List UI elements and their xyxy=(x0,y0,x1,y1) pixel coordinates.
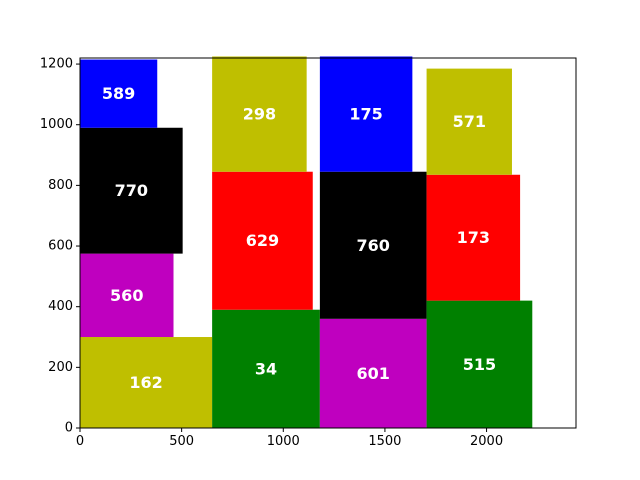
bar-label-770: 770 xyxy=(115,181,148,200)
y-tick-label: 800 xyxy=(48,178,73,193)
bar-label-571: 571 xyxy=(453,112,486,131)
bar-162 xyxy=(80,337,213,428)
y-tick-label: 1000 xyxy=(40,117,73,132)
bar-label-34: 34 xyxy=(255,359,277,378)
y-tick-label: 200 xyxy=(48,360,73,375)
bar-760 xyxy=(319,171,427,319)
bar-labels-group: 162 560 770 589 34 629 298 601 760 175 515 173 571 xyxy=(102,84,496,392)
bar-label-589: 589 xyxy=(102,84,135,103)
bar-298 xyxy=(212,56,307,172)
bar-label-601: 601 xyxy=(357,364,390,383)
bar-515 xyxy=(426,300,533,428)
y-tick-label: 600 xyxy=(48,239,73,254)
y-axis: 0 200 400 600 800 1000 1200 xyxy=(40,57,80,436)
bar-173 xyxy=(426,174,521,301)
plot-frame xyxy=(79,57,577,429)
bar-601 xyxy=(319,318,427,428)
bar-175 xyxy=(319,56,413,172)
bar-571 xyxy=(426,68,512,175)
x-tick-label: 1500 xyxy=(368,434,401,449)
bars-group xyxy=(80,56,533,428)
y-tick-label: 0 xyxy=(65,421,73,436)
x-tick-label: 1000 xyxy=(267,434,300,449)
y-tick-label: 1200 xyxy=(40,57,73,72)
bar-label-162: 162 xyxy=(129,373,162,392)
bar-589 xyxy=(80,59,158,128)
bar-label-560: 560 xyxy=(110,286,143,305)
bar-629 xyxy=(212,171,313,310)
x-axis: 0 500 1000 1500 2000 xyxy=(76,428,503,449)
bar-34 xyxy=(212,309,320,428)
bar-560 xyxy=(80,253,174,338)
bar-label-629: 629 xyxy=(246,231,279,250)
x-tick-label: 2000 xyxy=(470,434,503,449)
x-tick-label: 0 xyxy=(76,434,84,449)
bar-label-175: 175 xyxy=(349,105,382,124)
y-tick-label: 400 xyxy=(48,299,73,314)
bar-label-760: 760 xyxy=(357,236,390,255)
x-tick-label: 500 xyxy=(169,434,194,449)
bar-label-298: 298 xyxy=(243,105,276,124)
bar-label-173: 173 xyxy=(457,228,490,247)
bar-770 xyxy=(80,127,183,254)
bar-label-515: 515 xyxy=(463,355,496,374)
